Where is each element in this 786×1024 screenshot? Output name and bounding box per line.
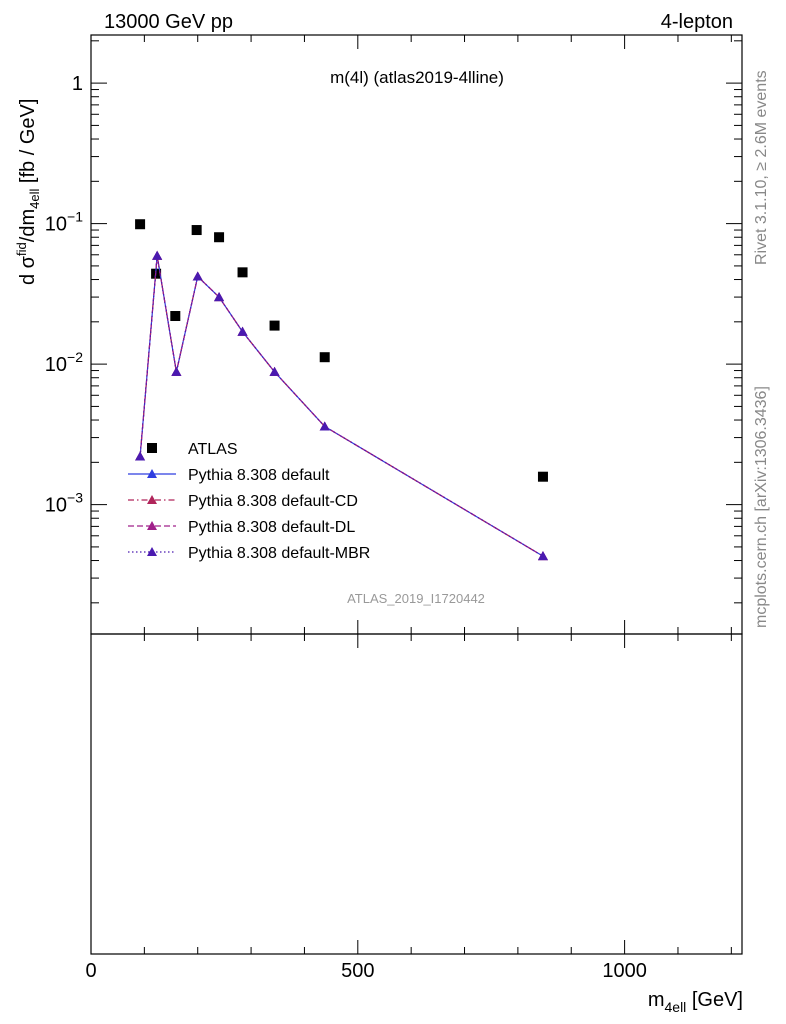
y-tick-label: 10−1: [45, 209, 83, 236]
data-point: [171, 366, 182, 376]
process-label: 4-lepton: [661, 11, 733, 33]
data-point: [537, 471, 548, 482]
legend-label: Pythia 8.308 default-MBR: [188, 545, 370, 562]
series-line: [139, 255, 544, 557]
y-tick-label-base: 10: [45, 495, 67, 517]
data-point: [191, 225, 202, 236]
legend-marker: [147, 469, 157, 478]
y-tick-label: 10−2: [45, 349, 83, 376]
y-tick-label-base: 10: [45, 214, 67, 236]
series-2: [135, 250, 548, 561]
legend-marker: [147, 443, 157, 453]
x-axis-label-unit: [GeV]: [686, 989, 743, 1011]
x-tick-label: 500: [341, 960, 374, 982]
legend-marker: [147, 495, 157, 504]
data-point: [170, 311, 181, 322]
x-axis-label-main: m: [648, 989, 665, 1011]
legend-item: Pythia 8.308 default-MBR: [128, 545, 370, 562]
y-tick-label-base: 1: [72, 73, 83, 95]
data-point: [214, 292, 225, 302]
analysis-id: ATLAS_2019_I1720442: [347, 591, 485, 606]
x-axis-label-sub: 4ell: [665, 999, 687, 1015]
y-axis-label-sup: fid: [14, 242, 29, 256]
series-1: [135, 250, 548, 561]
series-4: [135, 250, 548, 561]
data-point: [192, 271, 203, 281]
data-point: [135, 451, 146, 461]
legend: ATLAS Pythia 8.308 default Pythia 8.308 de…: [128, 441, 370, 562]
chart-title: m(4l) (atlas2019-4lline): [330, 68, 504, 87]
data-point: [214, 232, 225, 243]
legend-item: ATLAS: [147, 441, 238, 458]
mcplots-label: mcplots.cern.ch [arXiv:1306.3436]: [753, 386, 770, 628]
series-layer: [135, 219, 548, 561]
y-tick-label-exp: −1: [67, 209, 83, 225]
x-tick-label: 0: [85, 960, 96, 982]
energy-label: 13000 GeV pp: [104, 11, 233, 33]
data-point: [537, 551, 548, 561]
legend-label: ATLAS: [188, 441, 238, 458]
y-tick-labels: 10−310−210−11: [45, 73, 83, 517]
legend-label: Pythia 8.308 default-DL: [188, 519, 355, 536]
series-line: [139, 255, 544, 557]
legend-item: Pythia 8.308 default: [128, 467, 330, 484]
ratio-plot-frame: [90, 633, 743, 955]
legend-marker: [147, 547, 157, 556]
axis-ticks: [90, 35, 742, 954]
y-tick-label-exp: −2: [67, 349, 83, 365]
data-point: [237, 326, 248, 336]
data-point: [152, 250, 163, 260]
data-point: [269, 366, 280, 376]
y-axis-label-prefix: d σ: [17, 255, 39, 285]
legend-item: Pythia 8.308 default-CD: [128, 493, 358, 510]
y-axis-label-mid: /dm: [17, 209, 39, 242]
y-tick-label: 10−3: [45, 490, 83, 517]
y-tick-label-exp: −3: [67, 490, 83, 506]
y-axis-label: d σfid/dm4ell [fb / GeV]: [14, 99, 42, 285]
y-tick-label: 1: [72, 73, 83, 95]
legend-marker: [147, 521, 157, 530]
legend-item: Pythia 8.308 default-DL: [128, 519, 355, 536]
data-point: [135, 219, 146, 230]
x-tick-labels: 0 500 1000: [85, 960, 646, 982]
y-axis-label-sub: 4ell: [27, 189, 42, 209]
x-axis-label: m4ell [GeV]: [648, 989, 743, 1015]
series-line: [139, 255, 544, 557]
data-point: [319, 421, 330, 431]
legend-label: Pythia 8.308 default-CD: [188, 493, 358, 510]
y-tick-label-base: 10: [45, 354, 67, 376]
data-point: [319, 352, 330, 363]
data-point: [237, 267, 248, 278]
rivet-version-label: Rivet 3.1.10, ≥ 2.6M events: [753, 70, 770, 265]
legend-label: Pythia 8.308 default: [188, 467, 330, 484]
data-point: [269, 320, 280, 331]
series-line: [139, 255, 544, 557]
series-3: [135, 250, 548, 561]
x-tick-label: 1000: [602, 960, 647, 982]
y-axis-label-unit: [fb / GeV]: [17, 99, 39, 189]
